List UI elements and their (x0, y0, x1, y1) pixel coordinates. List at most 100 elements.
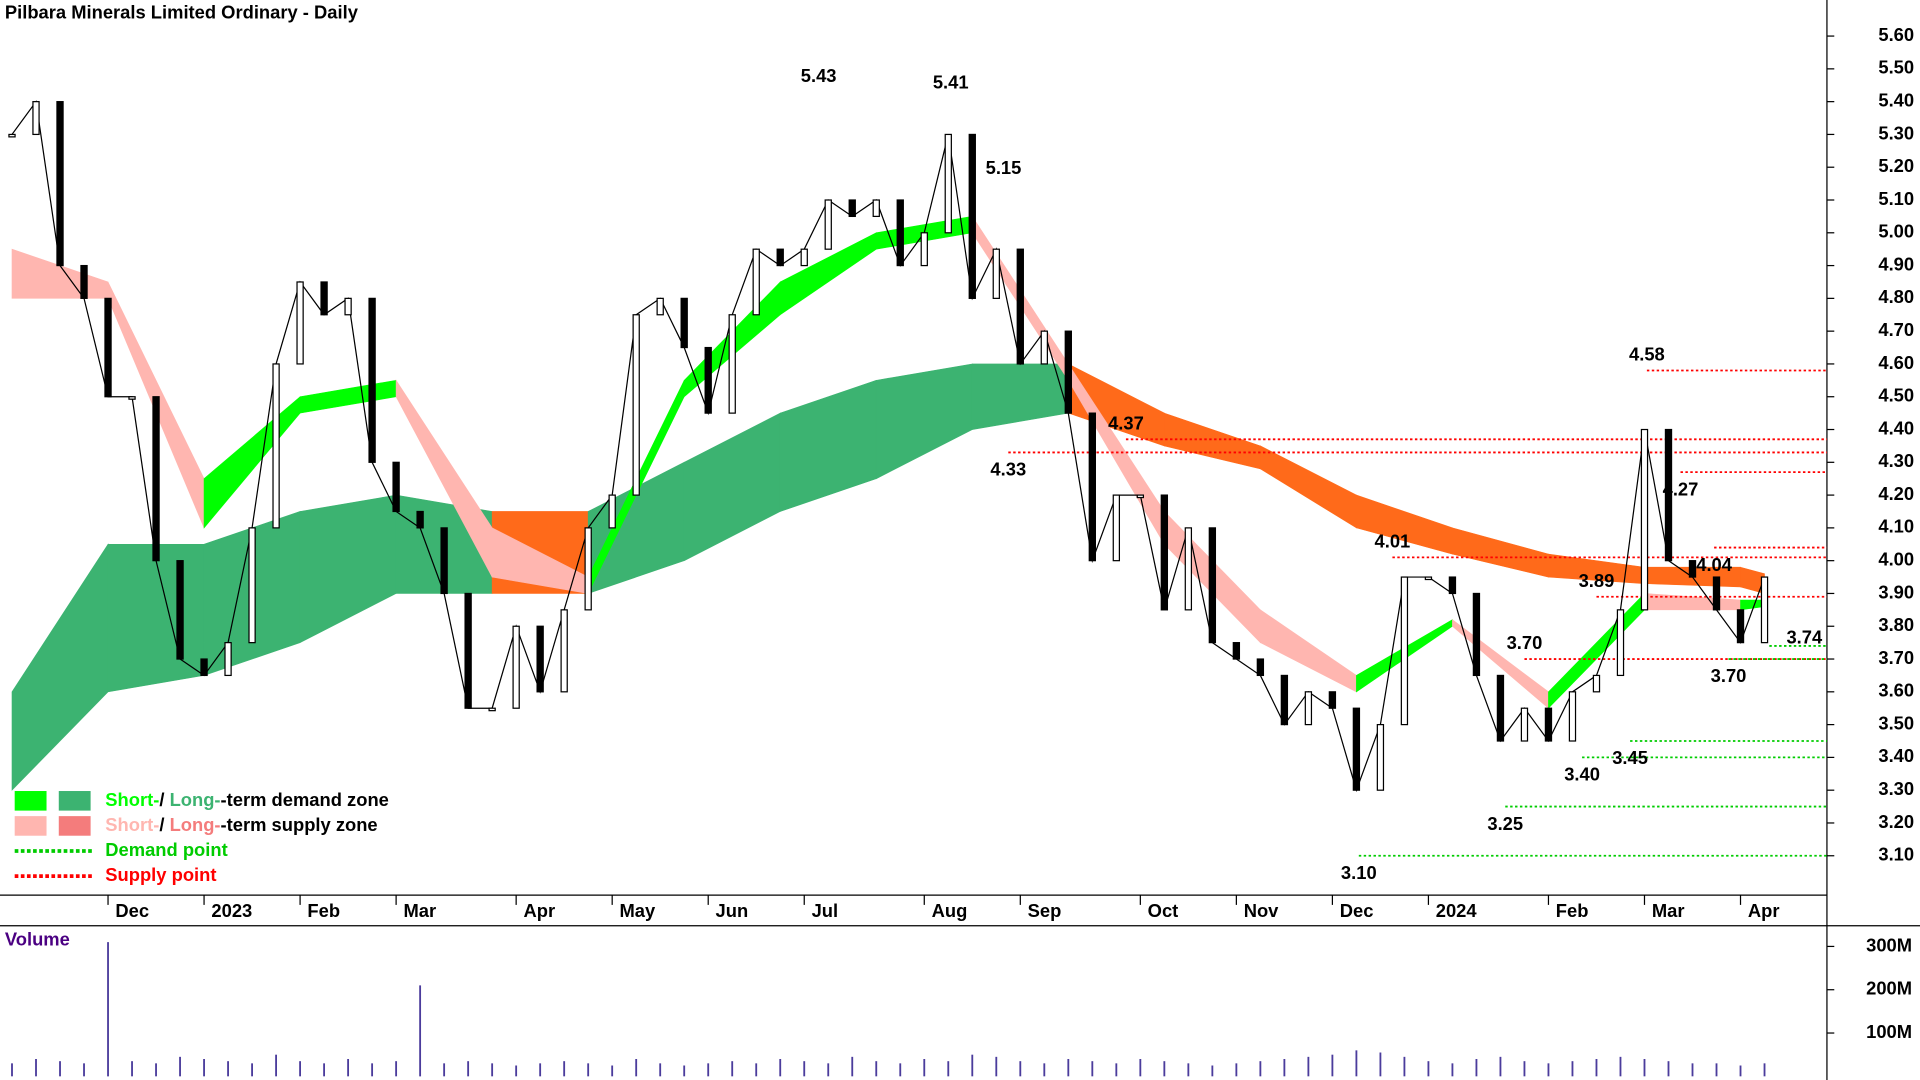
x-tick-label: Jul (812, 900, 839, 921)
candle (1448, 576, 1457, 595)
candle (1760, 576, 1769, 644)
price-annotation: 3.10 (1341, 862, 1377, 883)
long-term-zone (1740, 566, 1765, 594)
candle (1256, 658, 1265, 677)
candle (656, 297, 664, 316)
y-tick-label: 5.50 (1878, 57, 1914, 78)
legend-swatch (58, 791, 91, 811)
x-tick-label: May (620, 900, 657, 921)
x-tick-label: Mar (1652, 900, 1685, 921)
y-tick-label: 4.00 (1878, 549, 1914, 570)
candle (1352, 707, 1361, 791)
candle (272, 363, 280, 529)
long-term-zone (107, 543, 205, 693)
price-annotation: 3.89 (1579, 570, 1615, 591)
price-annotation: 4.58 (1629, 344, 1665, 365)
x-tick-label: Sep (1028, 900, 1062, 921)
chart-title: Pilbara Minerals Limited Ordinary - Dail… (5, 1, 359, 22)
candle (800, 248, 808, 267)
candle (56, 101, 64, 267)
x-tick-label: Feb (1556, 900, 1589, 921)
candle (1208, 527, 1217, 644)
volume-label: Volume (5, 928, 70, 949)
candle (944, 133, 952, 234)
candle (1016, 248, 1024, 365)
legend-text: Supply point (105, 864, 216, 885)
y-tick-label: 3.60 (1878, 680, 1914, 701)
candle (584, 527, 592, 611)
candle (632, 314, 640, 496)
y-tick-label: 5.60 (1878, 24, 1914, 45)
candle (896, 199, 904, 267)
candle (440, 527, 448, 595)
candle (728, 314, 736, 414)
legend-label: Demand point (105, 839, 227, 860)
price-annotation: 4.04 (1696, 554, 1733, 575)
candle (416, 510, 424, 529)
x-tick-label: Oct (1148, 900, 1179, 921)
candle (1112, 494, 1121, 562)
candle (536, 625, 544, 693)
candle (752, 248, 760, 316)
y-tick-label: 3.80 (1878, 614, 1914, 635)
price-annotation: 3.74 (1786, 626, 1823, 647)
candle (80, 264, 88, 299)
candle (1136, 494, 1145, 499)
candle (1304, 691, 1313, 726)
legend-text: / (159, 789, 169, 810)
candle (1280, 674, 1289, 726)
candle (200, 658, 208, 677)
x-tick-label: Dec (115, 900, 149, 921)
candle (1160, 494, 1169, 611)
candle (608, 494, 616, 529)
x-tick-label: 2023 (211, 900, 252, 921)
candle (368, 297, 376, 463)
y-tick-label: 4.10 (1878, 516, 1914, 537)
price-annotation: 5.41 (933, 72, 969, 93)
candle (1376, 723, 1385, 791)
y-tick-label: 5.20 (1878, 155, 1914, 176)
legend-text: Short- (105, 789, 159, 810)
legend-text: -term demand zone (221, 789, 389, 810)
candle (1064, 330, 1072, 414)
candle (1520, 707, 1529, 742)
candle (128, 396, 136, 400)
legend-label: Short-/ Long--term demand zone (105, 789, 389, 810)
candle (1592, 674, 1601, 693)
candle (488, 707, 496, 712)
candle (1232, 642, 1241, 660)
y-tick-label: 3.70 (1878, 647, 1914, 668)
candle (1088, 412, 1096, 562)
candle (32, 101, 40, 136)
candle (776, 248, 784, 267)
legend-text: Long- (170, 789, 221, 810)
x-tick-label: Feb (307, 900, 340, 921)
volume-tick-label: 300M (1866, 934, 1912, 955)
candle (1688, 560, 1697, 578)
price (8, 100, 1769, 793)
legend-swatch (14, 816, 47, 836)
candle (920, 232, 928, 267)
price-annotation: 4.33 (990, 459, 1026, 480)
levels (1008, 369, 1827, 857)
y-tick-label: 5.40 (1878, 89, 1914, 110)
legend-text: Short- (105, 814, 159, 835)
y-tick-label: 4.20 (1878, 483, 1914, 504)
x-tick-label: Apr (1748, 900, 1780, 921)
candle (512, 625, 520, 709)
legend-text: / (159, 814, 169, 835)
y-tick-label: 4.60 (1878, 352, 1914, 373)
price-annotation: 5.43 (801, 65, 837, 86)
candle (320, 281, 328, 316)
x-tick-label: Jun (716, 900, 749, 921)
candle (104, 297, 112, 398)
price-annotation: 3.40 (1564, 764, 1600, 785)
legend-swatch (14, 791, 47, 811)
y-tick-label: 3.30 (1878, 778, 1914, 799)
candle (176, 560, 184, 660)
candle (464, 592, 472, 709)
x-tick-label: Dec (1340, 900, 1374, 921)
candle (824, 199, 832, 250)
y-tick-label: 4.80 (1878, 286, 1914, 307)
